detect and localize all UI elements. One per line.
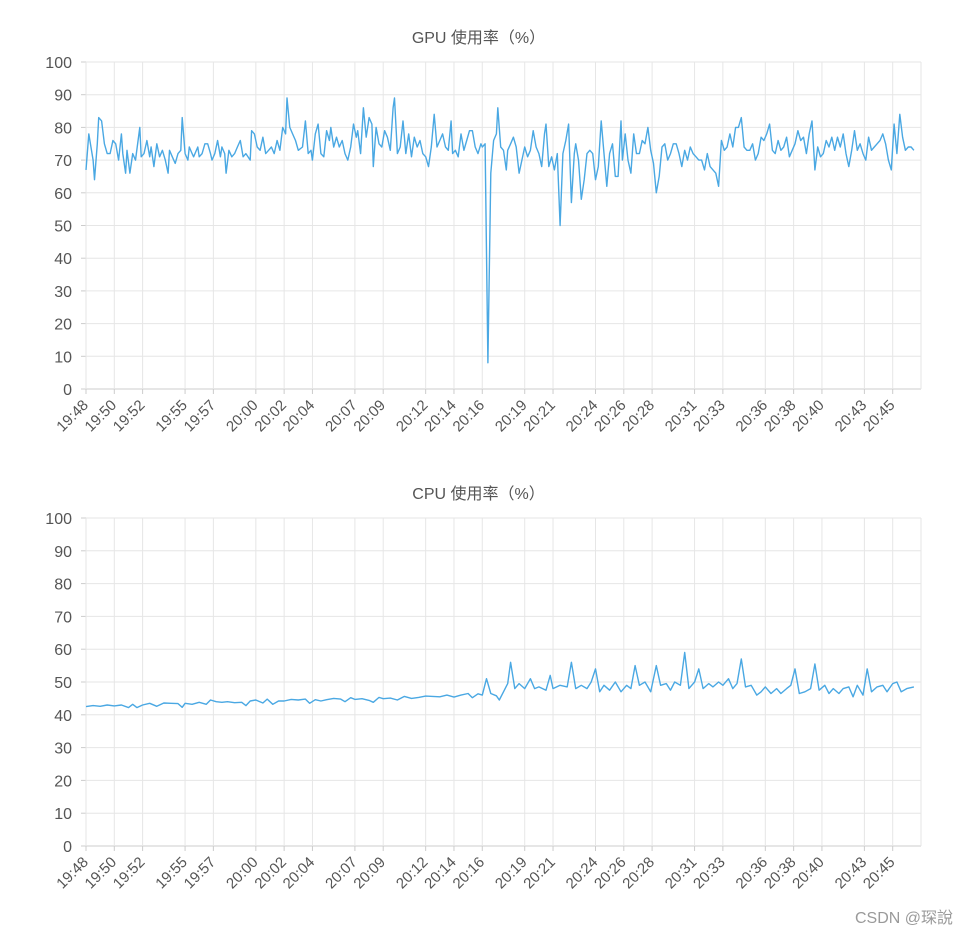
x-tick-label: 20:19 [492, 397, 531, 436]
x-tick-label: 20:00 [223, 397, 262, 436]
x-tick-label: 20:24 [563, 854, 602, 893]
y-tick-label: 20 [54, 317, 72, 334]
x-tick-label: 20:43 [832, 397, 871, 436]
x-tick-label: 20:45 [860, 397, 899, 436]
x-tick-label: 20:14 [421, 854, 460, 893]
x-tick-label: 20:12 [393, 854, 432, 893]
x-tick-label: 20:07 [322, 854, 361, 893]
x-tick-label: 19:52 [110, 854, 149, 893]
x-tick-label: 20:02 [251, 397, 290, 436]
y-tick-label: 70 [54, 609, 72, 626]
y-tick-label: 30 [54, 284, 72, 301]
x-tick-label: 19:55 [152, 854, 191, 893]
y-tick-label: 10 [54, 806, 72, 823]
chart-1: CPU 使用率（%）010203040506070809010019:4819:… [45, 485, 922, 893]
x-tick-label: 20:07 [322, 397, 361, 436]
x-tick-label: 20:36 [733, 854, 772, 893]
chart-title: CPU 使用率（%） [412, 485, 544, 503]
x-tick-label: 20:38 [761, 397, 800, 436]
y-tick-label: 30 [54, 741, 72, 758]
x-tick-label: 20:14 [421, 397, 460, 436]
x-tick-label: 19:52 [110, 397, 149, 436]
x-tick-label: 20:26 [591, 397, 630, 436]
x-tick-label: 20:45 [860, 854, 899, 893]
y-tick-label: 20 [54, 773, 72, 790]
chart-0: GPU 使用率（%）010203040506070809010019:4819:… [45, 29, 922, 436]
series-line [85, 97, 915, 364]
x-tick-label: 20:38 [761, 854, 800, 893]
y-tick-label: 0 [63, 382, 72, 399]
y-tick-label: 70 [54, 153, 72, 170]
x-tick-label: 20:36 [733, 397, 772, 436]
y-tick-label: 50 [54, 219, 72, 236]
y-tick-label: 60 [54, 642, 72, 659]
x-tick-label: 20:02 [251, 854, 290, 893]
x-tick-label: 19:57 [181, 397, 220, 436]
x-tick-label: 20:31 [662, 854, 701, 893]
x-tick-label: 20:12 [393, 397, 432, 436]
chart-title: GPU 使用率（%） [412, 29, 545, 47]
x-tick-label: 19:50 [82, 854, 121, 893]
x-tick-label: 20:04 [280, 854, 319, 893]
x-tick-label: 20:33 [690, 397, 729, 436]
x-tick-label: 20:19 [492, 854, 531, 893]
x-tick-label: 20:43 [832, 854, 871, 893]
x-tick-label: 20:09 [350, 854, 389, 893]
y-tick-label: 80 [54, 577, 72, 594]
x-tick-label: 20:09 [350, 397, 389, 436]
y-tick-label: 90 [54, 88, 72, 105]
x-tick-label: 19:57 [181, 854, 220, 893]
y-tick-label: 40 [54, 251, 72, 268]
y-tick-label: 10 [54, 349, 72, 366]
x-tick-label: 20:16 [450, 397, 489, 436]
x-tick-label: 20:28 [619, 854, 658, 893]
x-tick-label: 20:16 [450, 854, 489, 893]
y-tick-label: 90 [54, 544, 72, 561]
x-tick-label: 19:48 [53, 854, 92, 893]
series-line [85, 651, 915, 709]
y-tick-label: 60 [54, 186, 72, 203]
x-tick-label: 20:24 [563, 397, 602, 436]
x-tick-label: 19:48 [53, 397, 92, 436]
y-tick-label: 50 [54, 675, 72, 692]
x-tick-label: 20:40 [789, 397, 828, 436]
y-tick-label: 0 [63, 839, 72, 856]
x-tick-label: 20:40 [789, 854, 828, 893]
x-tick-label: 20:21 [520, 854, 559, 893]
x-tick-label: 19:55 [152, 397, 191, 436]
x-tick-label: 20:26 [591, 854, 630, 893]
x-tick-label: 20:00 [223, 854, 262, 893]
x-tick-label: 19:50 [82, 397, 121, 436]
x-tick-label: 20:21 [520, 397, 559, 436]
y-tick-label: 80 [54, 120, 72, 137]
watermark: CSDN @琛說 [854, 910, 953, 927]
y-tick-label: 40 [54, 708, 72, 725]
x-tick-label: 20:04 [280, 397, 319, 436]
x-tick-label: 20:28 [619, 397, 658, 436]
y-tick-label: 100 [45, 511, 72, 528]
x-tick-label: 20:31 [662, 397, 701, 436]
y-tick-label: 100 [45, 55, 72, 72]
x-tick-label: 20:33 [690, 854, 729, 893]
